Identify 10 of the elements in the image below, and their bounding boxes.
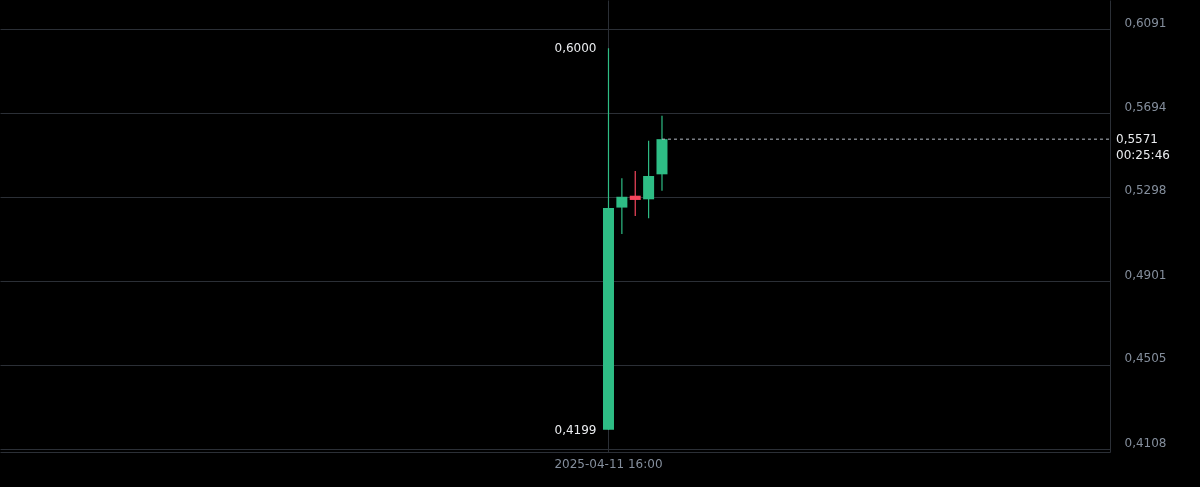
ref-line-label: 0,5571 00:25:46 <box>1116 132 1170 163</box>
y-tick-label: 0,6091 <box>1124 15 1167 30</box>
annotation: 0,4199 <box>554 422 597 437</box>
y-tick-label: 0,4505 <box>1124 351 1167 366</box>
y-tick-label: 0,4901 <box>1124 267 1167 282</box>
x-tick-label: 2025-04-11 16:00 <box>554 456 663 471</box>
y-tick-label: 0,5298 <box>1124 183 1167 198</box>
annotation: 0,6000 <box>554 41 597 56</box>
y-tick-label: 0,5694 <box>1124 99 1167 114</box>
y-tick-label: 0,4108 <box>1124 435 1167 450</box>
